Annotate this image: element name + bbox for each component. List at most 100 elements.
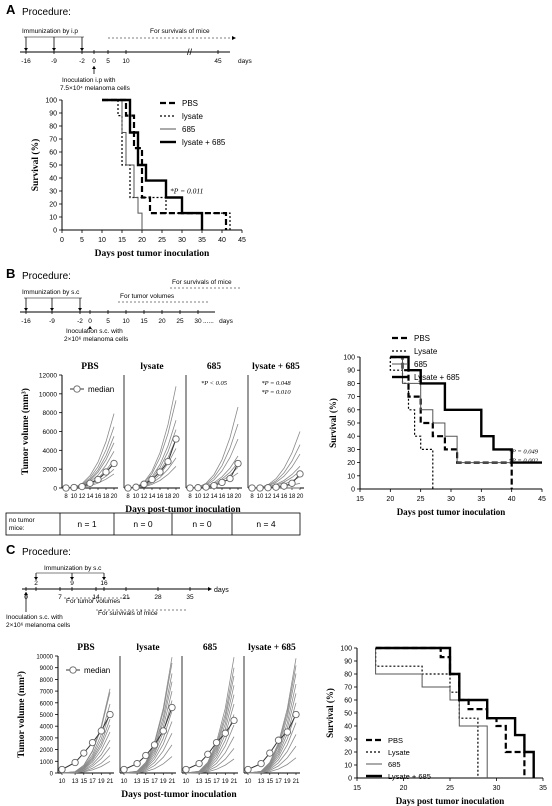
x-axis-label: Days post-tumor inoculation [125, 505, 241, 515]
x-tick-label: 35 [477, 496, 485, 503]
table-cell: n = 0 [133, 519, 152, 529]
timeline-tick-label: 15 [140, 318, 148, 325]
individual-curve [185, 758, 235, 774]
y-tick-label: 70 [347, 394, 355, 401]
timeline-tick-label: 30 [194, 318, 202, 325]
x-tick-label: 14 [87, 494, 94, 500]
x-tick-label: 12 [79, 494, 86, 500]
p-value-annotation: *P = 0.002 [509, 458, 539, 465]
x-tick-label: 30 [447, 496, 455, 503]
x-tick-label: 15 [353, 785, 361, 792]
subplot-title: 685 [203, 643, 218, 653]
y-tick-label: 60 [347, 407, 355, 414]
y-tick-label: 8000 [43, 410, 58, 417]
arrow-head [34, 577, 38, 580]
x-tick-label: 15 [118, 237, 126, 244]
timeline-tick-label: 35 [186, 594, 194, 601]
x-tick-label: 8 [188, 494, 192, 500]
median-marker [71, 758, 79, 767]
median-marker [266, 749, 274, 757]
table-cell: n = 1 [77, 519, 96, 529]
median-marker [150, 741, 159, 749]
y-tick-label: 0 [53, 486, 57, 493]
arrow-head [24, 48, 28, 51]
y-tick-label: 20 [344, 750, 352, 757]
legend-label: PBS [414, 334, 430, 343]
y-tick-label: 90 [347, 368, 355, 375]
timeline-tick-label: 25 [176, 318, 184, 325]
procedure-title: Procedure: [22, 7, 71, 18]
median-marker [97, 727, 105, 735]
y-axis-label: Tumor volume (mm³) [20, 388, 31, 475]
median-marker [221, 729, 229, 737]
x-tick-label: 18 [227, 494, 234, 500]
y-tick-label: 10 [344, 763, 352, 770]
median-marker [210, 481, 218, 490]
y-tick-label: 60 [344, 698, 352, 705]
p-value-annotation: *P = 0.011 [170, 187, 203, 196]
median-marker [234, 459, 242, 468]
legend-label: Lysate + 685 [414, 373, 460, 382]
y-tick-label: 50 [344, 711, 352, 718]
y-tick-label: 30 [347, 447, 355, 454]
x-tick-label: 45 [538, 496, 546, 503]
y-tick-label: 80 [344, 672, 352, 679]
tumor-volume-chart: 0 1000 2000 3000 4000 5000 6000 7000 8000 9000 100… [16, 643, 300, 800]
x-tick-label: 21 [293, 779, 300, 785]
median-marker [226, 474, 234, 483]
subplot-title: PBS [77, 643, 94, 653]
individual-curve [247, 757, 297, 774]
inoculation-label: Inoculation s.c. with [6, 614, 63, 621]
tumor-subplot: lysate 8 10 12 14 16 18 20 [123, 362, 180, 500]
median-marker [124, 484, 132, 492]
y-tick-label: 7000 [40, 690, 54, 696]
arrow-head [50, 308, 54, 311]
x-tick-label: 8 [126, 494, 130, 500]
tumor-period-label: For tumor volumes [66, 598, 121, 605]
median-marker [58, 765, 66, 774]
subplot-title: lysate [136, 643, 159, 653]
x-tick-label: 16 [281, 494, 288, 500]
y-tick-label: 9000 [40, 666, 54, 672]
x-tick-label: 16 [95, 494, 102, 500]
y-tick-label: 90 [49, 111, 57, 118]
timeline-tick-label: 7 [58, 594, 62, 601]
x-tick-label: 18 [103, 494, 110, 500]
x-tick-label: 10 [257, 494, 264, 500]
series-line-lysate [375, 648, 479, 778]
y-tick-label: 0 [53, 228, 57, 235]
y-tick-label: 1000 [40, 760, 54, 766]
timeline-tick-label: 10 [122, 318, 130, 325]
panel-letter: C [6, 542, 16, 557]
x-tick-label: 17 [213, 779, 220, 785]
survival-period-label: For survivals of mice [150, 28, 210, 35]
x-tick-label: 19 [98, 779, 105, 785]
x-tick-label: 30 [493, 785, 501, 792]
median-marker [280, 482, 288, 490]
y-tick-label: 6000 [40, 701, 54, 707]
series-line-lysate-685 [102, 98, 204, 230]
p-value-note: *P = 0.048 [261, 380, 291, 387]
x-tick-label: 20 [297, 494, 304, 500]
x-axis-label: Days post tumor inoculation [396, 796, 505, 806]
series-line-685 [390, 356, 542, 464]
median-marker [274, 736, 283, 744]
table-header-label: no tumor [9, 517, 35, 524]
immunization-label: Immunization by s.c [44, 565, 102, 572]
tumor-subplot: PBS 8 10 12 14 16 18 20 [62, 362, 118, 500]
x-tick-label: 12 [141, 494, 148, 500]
x-tick-label: 16 [157, 494, 164, 500]
timeline-tick-label: 5 [106, 318, 110, 325]
y-tick-label: 10000 [36, 655, 53, 661]
median-marker [182, 765, 190, 774]
arrow-head [70, 577, 74, 580]
subplot-title: lysate + 685 [248, 643, 296, 653]
x-tick-label: 10 [183, 779, 190, 785]
median-legend-marker [69, 666, 77, 674]
tumor-subplot: PBS 10 13 15 17 19 21 [58, 643, 114, 785]
median-marker [230, 716, 238, 725]
x-tick-label: 0 [60, 237, 64, 244]
y-tick-label: 10000 [39, 391, 57, 398]
timeline-unit: days [238, 58, 252, 65]
